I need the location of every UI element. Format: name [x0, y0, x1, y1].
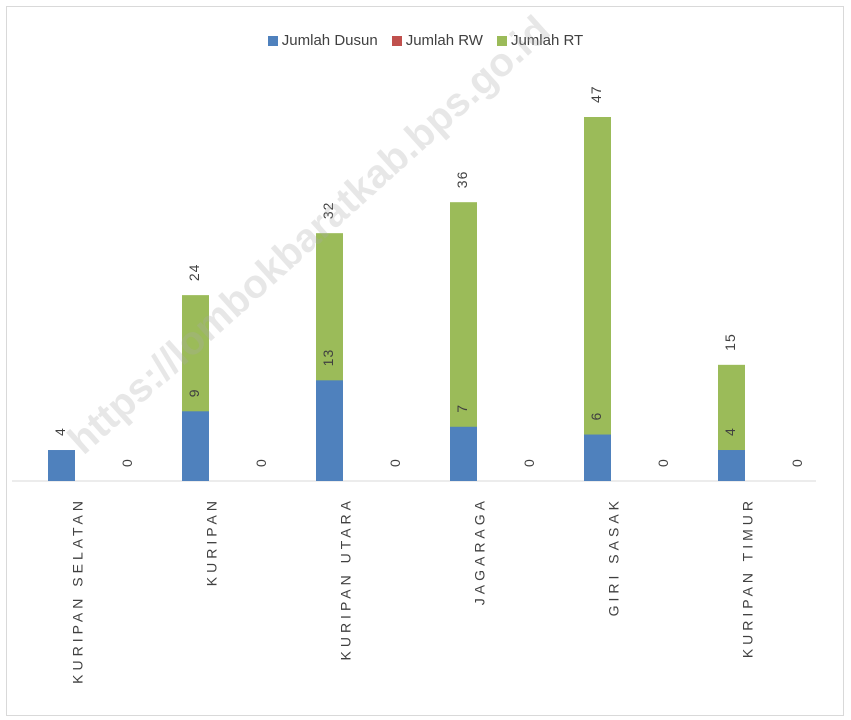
- legend-item-rw: Jumlah RW: [391, 32, 483, 49]
- data-label-jumlah-rt-giri-sasak: 15: [722, 333, 738, 351]
- chart-legend: Jumlah Dusun Jumlah RW Jumlah RT: [0, 32, 851, 49]
- data-label-jumlah-rt-kuripan-utara: 36: [454, 171, 470, 189]
- bar-jumlah-dusun-jagaraga: [450, 426, 477, 481]
- bar-jumlah-rt-jagaraga: [584, 117, 611, 481]
- bar-jumlah-dusun-giri-sasak: [584, 434, 611, 481]
- data-label-jumlah-rw-kuripan-timur: 0: [789, 458, 805, 467]
- data-label-jumlah-rw-kuripan-selatan: 0: [119, 458, 135, 467]
- legend-item-rt: Jumlah RT: [496, 32, 584, 49]
- category-label-kuripan: KURIPAN: [204, 497, 220, 586]
- bar-jumlah-dusun-kuripan: [182, 411, 209, 481]
- data-label-jumlah-dusun-jagaraga: 7: [454, 404, 470, 413]
- data-label-jumlah-rt-jagaraga: 47: [588, 85, 604, 103]
- data-label-jumlah-dusun-kuripan-utara: 13: [320, 349, 336, 367]
- category-label-jagaraga: JAGARAGA: [472, 497, 488, 605]
- data-label-jumlah-rw-jagaraga: 0: [521, 458, 537, 467]
- data-label-jumlah-dusun-kuripan: 9: [186, 389, 202, 398]
- chart-frame: [6, 6, 844, 716]
- legend-label-rt: Jumlah RT: [510, 32, 584, 49]
- legend-label-rw: Jumlah RW: [405, 32, 483, 49]
- category-label-kuripan-selatan: KURIPAN SELATAN: [70, 497, 86, 684]
- legend-label-dusun: Jumlah Dusun: [281, 32, 378, 49]
- data-label-jumlah-rt-kuripan: 32: [320, 202, 336, 220]
- data-label-jumlah-dusun-giri-sasak: 6: [588, 412, 604, 421]
- data-label-jumlah-dusun-kuripan-selatan: 4: [52, 427, 68, 436]
- legend-item-dusun: Jumlah Dusun: [267, 32, 378, 49]
- bar-jumlah-dusun-kuripan-timur: [718, 450, 745, 481]
- data-label-jumlah-rw-kuripan: 0: [253, 458, 269, 467]
- data-label-jumlah-dusun-kuripan-timur: 4: [722, 427, 738, 436]
- data-label-jumlah-rw-giri-sasak: 0: [655, 458, 671, 467]
- legend-swatch-rw: [391, 35, 402, 46]
- category-label-giri-sasak: GIRI SASAK: [606, 497, 622, 616]
- category-label-kuripan-utara: KURIPAN UTARA: [338, 497, 354, 661]
- legend-swatch-dusun: [267, 35, 278, 46]
- data-label-jumlah-rt-kuripan-selatan: 24: [186, 264, 202, 282]
- bar-jumlah-dusun-kuripan-utara: [316, 380, 343, 481]
- legend-swatch-rt: [496, 35, 507, 46]
- category-label-kuripan-timur: KURIPAN TIMUR: [740, 497, 756, 658]
- data-label-jumlah-rw-kuripan-utara: 0: [387, 458, 403, 467]
- bar-jumlah-dusun-kuripan-selatan: [48, 450, 75, 481]
